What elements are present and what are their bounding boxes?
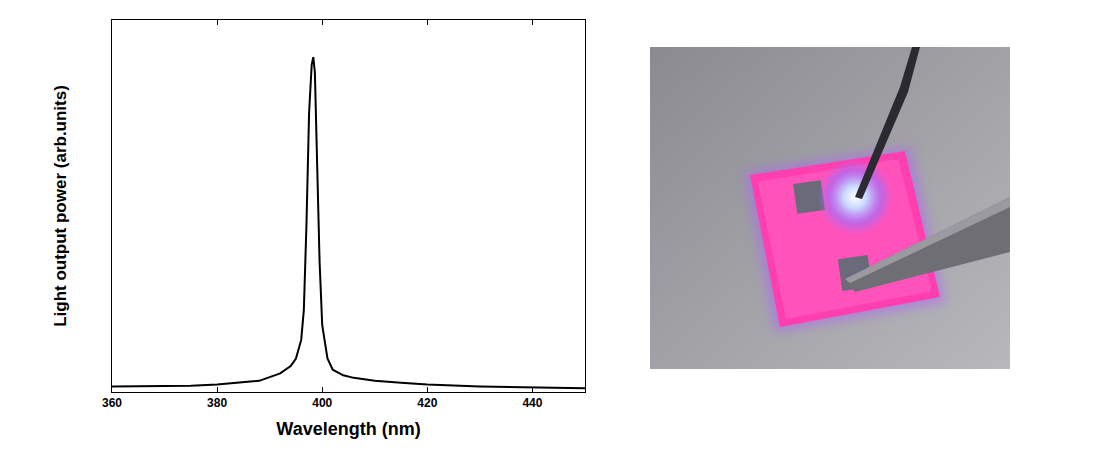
- svg-text:360: 360: [102, 396, 122, 410]
- svg-text:420: 420: [417, 396, 437, 410]
- svg-text:400: 400: [312, 396, 332, 410]
- svg-text:440: 440: [522, 396, 542, 410]
- svg-text:380: 380: [207, 396, 227, 410]
- svg-text:Wavelength (nm): Wavelength (nm): [276, 419, 420, 439]
- svg-text:Light output power (arb.units): Light output power (arb.units): [51, 85, 70, 327]
